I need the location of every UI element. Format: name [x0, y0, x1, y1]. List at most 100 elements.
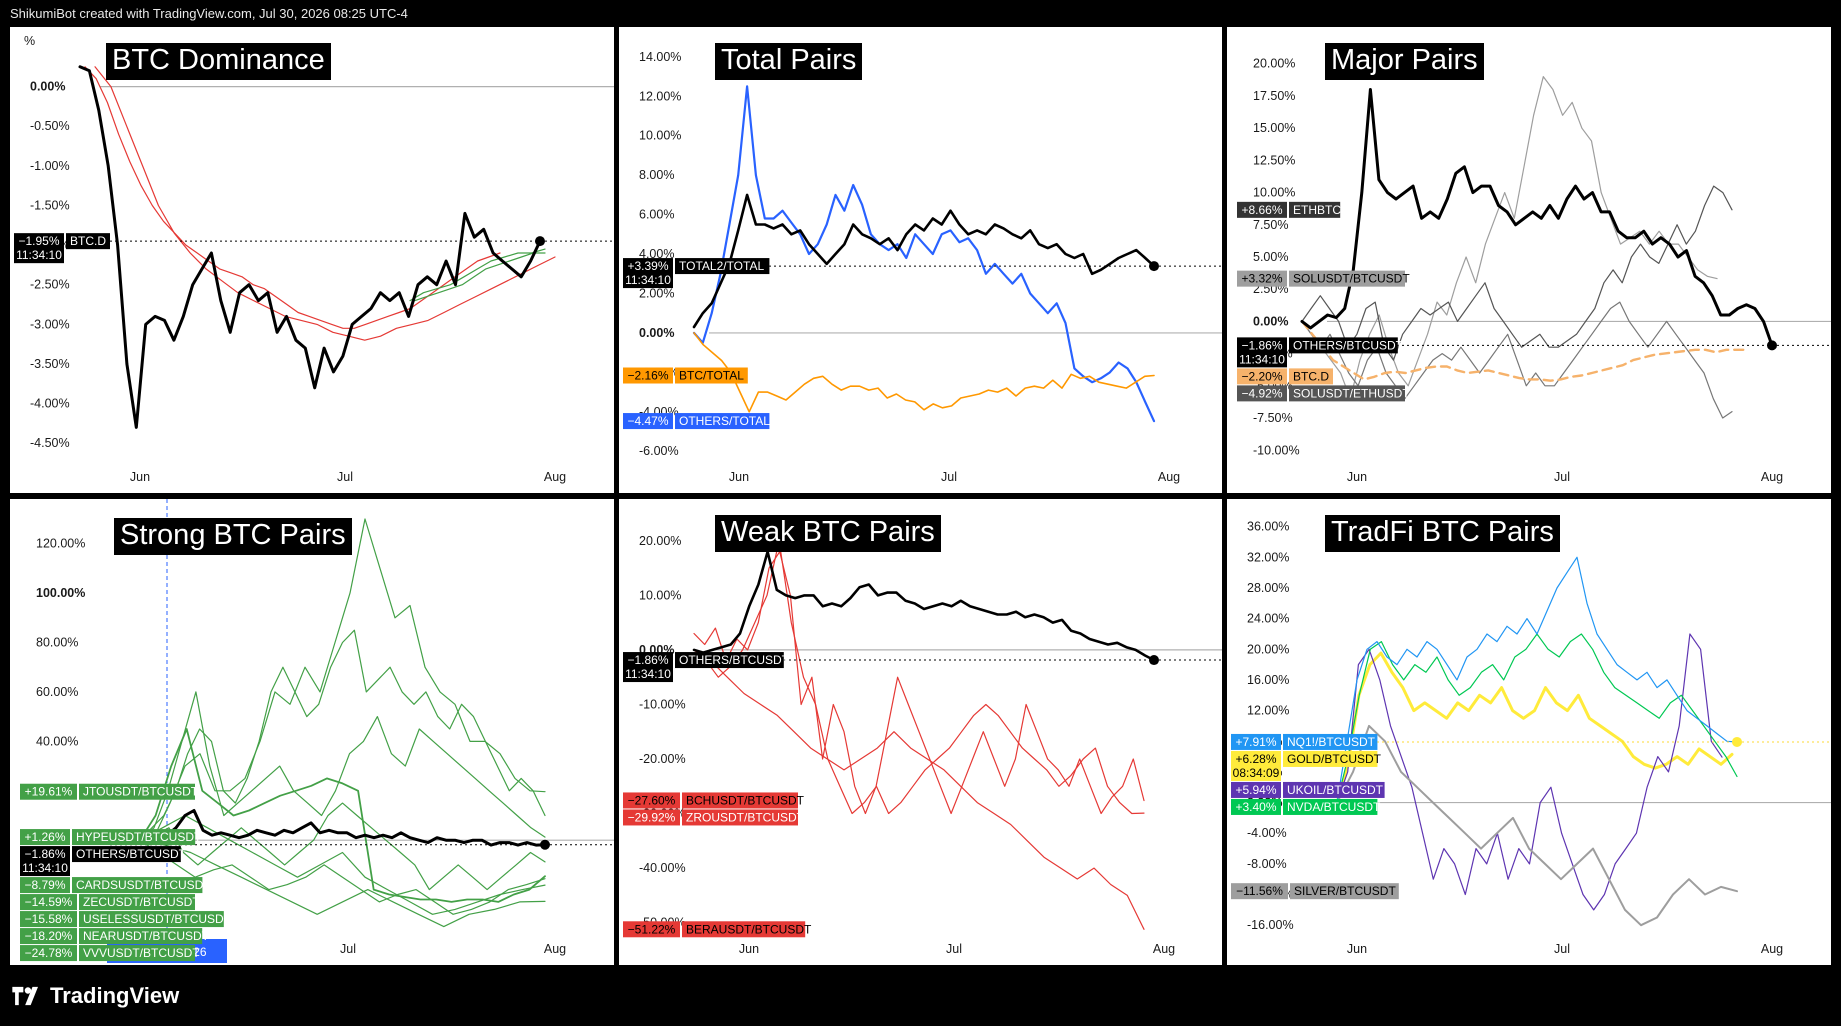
y-tick-label: 0.00% — [30, 80, 65, 94]
series-label-value: −1.95% — [18, 234, 59, 248]
series-label-solusdt-ethusdt[interactable]: −4.92% SOLUSDT/ETHUSDT — [1237, 385, 1410, 402]
chart-svg[interactable]: 20.00% 17.50% 15.00% 12.50% 10.00% 7.50% 5.00%… — [1227, 27, 1831, 493]
series-line-btc-d[interactable] — [1300, 320, 1749, 382]
series-label-btc-d[interactable]: −1.95%11:34:10 BTC.D — [14, 233, 110, 264]
chart-panel-major-pairs[interactable]: 20.00% 17.50% 15.00% 12.50% 10.00% 7.50% 5.00%… — [1227, 27, 1831, 493]
series-label-value: +5.94% — [1235, 783, 1276, 797]
series-label-name: USELESSUSDT/BTCUSDT — [83, 912, 232, 926]
series-line-series-1[interactable] — [693, 551, 1145, 815]
series-label-solusdt-btcusdt[interactable]: +3.32% SOLUSDT/BTCUSDT — [1237, 270, 1410, 287]
series-line-solusdt-btcusdt[interactable] — [1301, 185, 1733, 361]
series-label-name: BTC/TOTAL — [679, 369, 744, 383]
series-line-series-5[interactable] — [139, 728, 546, 903]
chart-panel-total-pairs[interactable]: 14.00% 12.00% 10.00% 8.00% 6.00% 4.00% 2.00% 0.… — [619, 27, 1222, 493]
y-tick-label: 60.00% — [36, 685, 78, 699]
series-label-berausdt-btcusdt[interactable]: −51.22% BERAUSDT/BTCUSDT — [623, 921, 812, 938]
series-line-nvda-btcusdt[interactable] — [1336, 633, 1738, 804]
series-label-nq1-btcusdt[interactable]: +7.91% NQ1!/BTCUSDT — [1231, 733, 1378, 750]
series-line-gold-btcusdt[interactable] — [1335, 651, 1734, 805]
series-line-ethbtc[interactable] — [1301, 75, 1718, 400]
series-line-series-2[interactable] — [139, 518, 546, 841]
series-line-ukoil-btcusdt[interactable] — [1336, 633, 1723, 911]
series-label-hypeusdt-btcusdt[interactable]: +1.26% HYPEUSDT/BTCUSDT — [20, 829, 202, 846]
series-line-series-7[interactable] — [139, 814, 546, 915]
series-line-series-4[interactable] — [409, 248, 546, 302]
series-label-nvda-btcusdt[interactable]: +3.40% NVDA/BTCUSDT — [1231, 798, 1381, 815]
x-tick-label: Aug — [1761, 470, 1783, 484]
series-line-series-2[interactable] — [94, 66, 556, 341]
series-line-series-3[interactable] — [414, 252, 546, 302]
series-label-nearusdt-btcusdt[interactable]: −18.20% NEARUSDT/BTCUSDT — [20, 928, 210, 945]
chart-svg[interactable]: 14.00% 12.00% 10.00% 8.00% 6.00% 4.00% 2.00% 0.… — [619, 27, 1222, 493]
series-label-ukoil-btcusdt[interactable]: +5.94% UKOIL/BTCUSDT — [1231, 781, 1385, 798]
x-tick-label: Jul — [1554, 470, 1570, 484]
y-tick-label: 20.00% — [1253, 57, 1295, 71]
chart-panel-tradfi-btc-pairs[interactable]: 36.00% 32.00% 28.00% 24.00% 20.00% 16.00% 12.0… — [1227, 499, 1831, 965]
series-label-uselessusdt-btcusdt[interactable]: −15.58% USELESSUSDT/BTCUSDT — [20, 911, 232, 928]
series-label-zecusdt-btcusdt[interactable]: −14.59% ZECUSDT/BTCUSDT — [20, 894, 200, 911]
series-label-others-total[interactable]: −4.47% OTHERS/TOTAL — [623, 413, 770, 430]
series-line-series-1[interactable] — [139, 629, 546, 841]
chart-svg[interactable]: 20.00%10.00%0.00%-10.00%-20.00%-30.00%-4… — [619, 499, 1222, 965]
series-line-btc-d[interactable] — [78, 65, 542, 429]
y-tick-label: -3.50% — [30, 357, 70, 371]
chart-svg[interactable]: 36.00% 32.00% 28.00% 24.00% 20.00% 16.00% 12.0… — [1227, 499, 1831, 965]
series-label-name: CARDSUSDT/BTCUSDT — [76, 878, 211, 892]
series-label-value: +3.32% — [1241, 272, 1282, 286]
series-label-others-btcusdt[interactable]: −1.86%11:34:10 OTHERS/BTCUSDT — [1237, 337, 1404, 368]
series-line-silver-btcusdt[interactable] — [1336, 724, 1738, 927]
y-tick-label: 10.00% — [639, 588, 681, 602]
y-tick-label: 28.00% — [1247, 581, 1289, 595]
y-tick-label: -4.50% — [30, 436, 70, 450]
y-tick-label: 2.00% — [639, 286, 674, 300]
y-tick-label: 20.00% — [1247, 642, 1289, 656]
series-label-jtousdt-btcusdt[interactable]: +19.61% JTOUSDT/BTCUSDT — [20, 783, 199, 800]
series-label-btc-total[interactable]: −2.16% BTC/TOTAL — [623, 367, 748, 384]
series-line-series-4[interactable] — [139, 802, 546, 891]
series-label-value: −1.86% — [1241, 338, 1282, 352]
series-line-btc-total[interactable] — [693, 332, 1155, 413]
series-line-others-btcusdt[interactable] — [138, 809, 547, 847]
chart-svg[interactable]: 120.00%100.00%80.00%60.00%40.00%JulAugTh… — [10, 499, 614, 965]
series-label-value: +6.28% — [1235, 752, 1276, 766]
chart-svg[interactable]: 0.00%-0.50%-1.00%-1.50%-2.00%-2.50%-3.00… — [10, 27, 614, 493]
series-line-others-btcusdt[interactable] — [692, 550, 1156, 662]
series-label-total2-total[interactable]: +3.39%11:34:10 TOTAL2/TOTAL — [623, 258, 770, 289]
series-line-nq1-btcusdt[interactable] — [1336, 556, 1738, 804]
series-line-series-3[interactable] — [693, 649, 1145, 930]
tradingview-logo[interactable]: TradingView — [10, 983, 179, 1009]
series-label-value: −2.20% — [1241, 369, 1282, 383]
chart-title: Strong BTC Pairs — [114, 518, 352, 555]
series-label-others-btcusdt[interactable]: −1.86%11:34:10 OTHERS/BTCUSDT — [623, 652, 790, 683]
x-tick-label: Jun — [739, 942, 759, 956]
chart-panel-weak-btc-pairs[interactable]: 20.00%10.00%0.00%-10.00%-20.00%-30.00%-4… — [619, 499, 1222, 965]
series-label-name: NVDA/BTCUSDT — [1287, 800, 1381, 814]
series-label-others-btcusdt[interactable]: −1.86%11:34:10 OTHERS/BTCUSDT — [20, 846, 187, 877]
series-label-silver-btcusdt[interactable]: −11.56% SILVER/BTCUSDT — [1231, 883, 1399, 900]
series-label-bchusdt-btcusdt[interactable]: −27.60% BCHUSDT/BTCUSDT — [623, 792, 805, 809]
y-tick-label: 16.00% — [1247, 673, 1289, 687]
series-line-series-1[interactable] — [84, 66, 501, 329]
series-label-time: 11:34:10 — [22, 861, 68, 875]
series-label-vvvusdt-btcusdt[interactable]: −24.78% VVVUSDT/BTCUSDT — [20, 945, 200, 962]
series-line-others-total[interactable] — [692, 85, 1156, 423]
series-line-series-3[interactable] — [139, 691, 546, 841]
chart-panel-btc-dominance[interactable]: 0.00%-0.50%-1.00%-1.50%-2.00%-2.50%-3.00… — [10, 27, 614, 493]
series-line-series-8[interactable] — [139, 839, 546, 928]
chart-panel-strong-btc-pairs[interactable]: 120.00%100.00%80.00%60.00%40.00%JulAugTh… — [10, 499, 614, 965]
series-label-name: UKOIL/BTCUSDT — [1287, 783, 1384, 797]
series-line-total2-total[interactable] — [692, 193, 1156, 329]
series-line-others-btcusdt[interactable] — [1300, 88, 1774, 347]
x-tick-label: Jul — [340, 942, 356, 956]
series-label-zrousdt-btcusdt[interactable]: −29.92% ZROUSDT/BTCUSDT — [623, 809, 805, 826]
series-label-cardsusdt-btcusdt[interactable]: −8.79% CARDSUSDT/BTCUSDT — [20, 877, 211, 894]
series-label-ethbtc[interactable]: +8.66% ETHBTC — [1237, 201, 1341, 218]
series-label-name: OTHERS/TOTAL — [679, 414, 770, 428]
series-line-series-6[interactable] — [139, 839, 546, 915]
x-tick-label: Jun — [1347, 942, 1367, 956]
series-line-series-2[interactable] — [693, 540, 1145, 815]
series-label-btc-d[interactable]: −2.20% BTC.D — [1237, 368, 1333, 385]
series-label-gold-btcusdt[interactable]: +6.28%08:34:09 GOLD/BTCUSDT — [1231, 750, 1382, 781]
series-label-time: 11:34:10 — [625, 667, 671, 681]
series-label-value: −15.58% — [25, 912, 73, 926]
